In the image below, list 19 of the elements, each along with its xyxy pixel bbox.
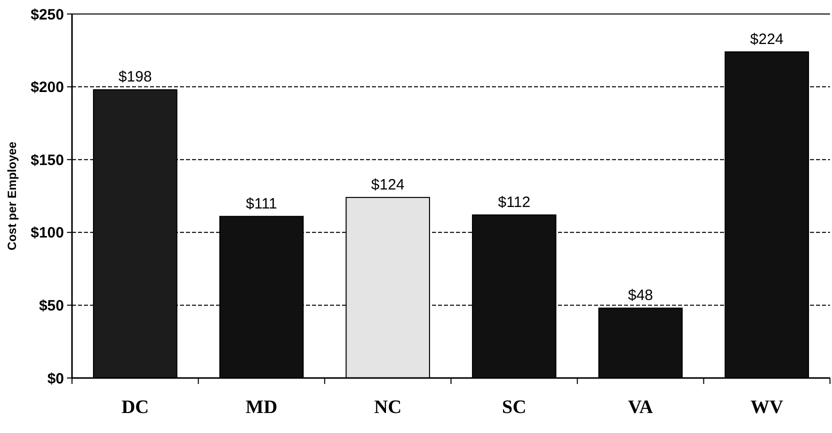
data-label: $112 [498,194,530,211]
x-tick-label: DC [121,397,149,418]
x-tick-label: WV [750,397,784,418]
y-tick-label: $200 [30,79,64,96]
y-tick-label: $150 [30,152,64,169]
data-label: $198 [118,68,152,86]
x-tick-label: NC [374,397,402,418]
x-tick-label: SC [502,397,526,418]
y-tick-label: $100 [30,224,64,242]
x-tick-label: VA [628,397,654,418]
y-tick-label: $50 [38,297,64,314]
x-tick-label: MD [246,397,278,418]
data-label: $224 [750,30,784,48]
data-label: $124 [371,176,405,194]
y-tick-label: $0 [47,370,64,388]
y-axis-title: Cost per Employee [5,141,19,250]
data-label: $48 [628,287,654,304]
y-tick-label: $250 [30,6,64,24]
data-label: $111 [246,195,278,212]
